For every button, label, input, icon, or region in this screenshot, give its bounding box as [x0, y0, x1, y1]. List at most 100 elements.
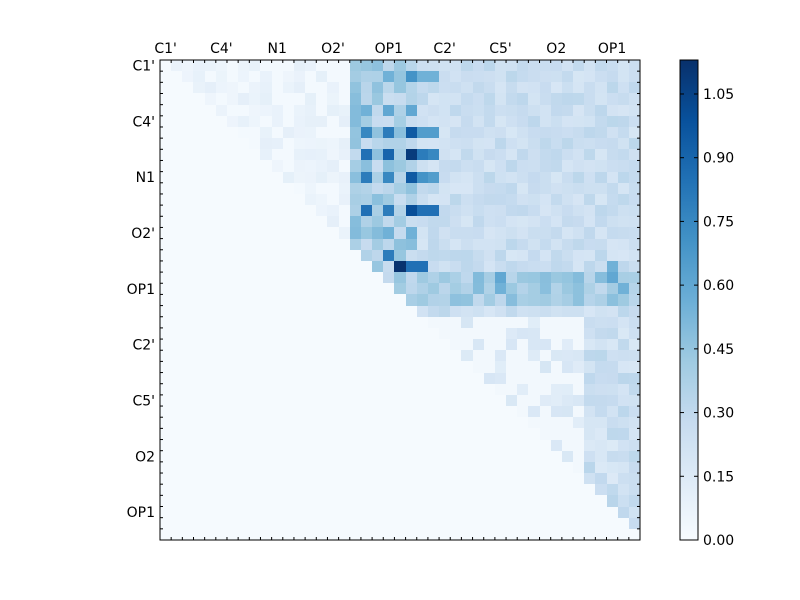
heatmap-cell	[383, 93, 394, 105]
heatmap-cell	[595, 495, 607, 507]
heatmap-cell	[283, 406, 294, 417]
heatmap-cell	[305, 194, 316, 205]
heatmap-cell	[238, 105, 249, 116]
heatmap-cell	[484, 495, 495, 507]
heatmap-cell	[305, 294, 316, 306]
heatmap-cell	[484, 361, 495, 373]
heatmap-cell	[540, 317, 551, 328]
heatmap-cell	[260, 194, 272, 205]
heatmap-cell	[316, 529, 327, 540]
heatmap-cell	[461, 406, 473, 417]
heatmap-cell	[551, 227, 562, 239]
heatmap-cell	[406, 294, 417, 306]
heatmap-cell	[350, 93, 361, 105]
heatmap-cell	[573, 239, 584, 250]
heatmap-cell	[327, 216, 339, 227]
heatmap-cell	[182, 183, 193, 194]
y-tick-label: O2	[135, 449, 155, 465]
heatmap-cell	[171, 462, 182, 473]
heatmap-cell	[473, 518, 484, 529]
heatmap-cell	[450, 105, 461, 116]
heatmap-cell	[450, 395, 461, 406]
heatmap-cell	[450, 205, 461, 216]
heatmap-cell	[249, 417, 260, 428]
heatmap-cell	[484, 484, 495, 495]
heatmap-cell	[260, 518, 272, 529]
heatmap-cell	[260, 227, 272, 239]
heatmap-cell	[484, 205, 495, 216]
heatmap-cell	[238, 350, 249, 361]
heatmap-cell	[473, 194, 484, 205]
heatmap-cell	[361, 529, 372, 540]
heatmap-cell	[238, 183, 249, 194]
heatmap-cell	[607, 462, 618, 473]
heatmap-cell	[171, 71, 182, 82]
heatmap-cell	[350, 440, 361, 451]
heatmap-cell	[193, 239, 205, 250]
heatmap-cell	[305, 339, 316, 350]
heatmap-cell	[216, 160, 227, 172]
heatmap-cell	[461, 417, 473, 428]
heatmap-cell	[305, 60, 316, 71]
heatmap-cell	[517, 294, 528, 306]
heatmap-cell	[551, 406, 562, 417]
heatmap-cell	[450, 239, 461, 250]
heatmap-cell	[383, 361, 394, 373]
heatmap-cell	[193, 60, 205, 71]
heatmap-cell	[260, 261, 272, 272]
heatmap-cell	[495, 361, 506, 373]
heatmap-cell	[372, 183, 383, 194]
heatmap-cell	[406, 361, 417, 373]
heatmap-cell	[216, 317, 227, 328]
heatmap-cell	[450, 227, 461, 239]
heatmap-cell	[484, 93, 495, 105]
heatmap-cell	[372, 82, 383, 93]
heatmap-cell	[283, 105, 294, 116]
heatmap-cell	[305, 272, 316, 283]
heatmap-cell	[350, 127, 361, 138]
heatmap-cell	[171, 495, 182, 507]
heatmap-cell	[294, 507, 305, 518]
heatmap-cell	[205, 194, 216, 205]
heatmap-cell	[350, 283, 361, 294]
heatmap-cell	[227, 306, 238, 317]
heatmap-cell	[607, 529, 618, 540]
heatmap-cell	[528, 149, 540, 160]
heatmap-cell	[272, 373, 283, 384]
heatmap-cell	[283, 239, 294, 250]
heatmap-cell	[540, 484, 551, 495]
heatmap-cell	[383, 172, 394, 183]
heatmap-cell	[193, 116, 205, 127]
heatmap-cell	[260, 373, 272, 384]
heatmap-cell	[573, 406, 584, 417]
heatmap-cell	[193, 361, 205, 373]
colorbar-tick-label: 0.45	[703, 342, 734, 358]
heatmap-cell	[484, 138, 495, 149]
heatmap-cell	[495, 473, 506, 484]
heatmap-cell	[305, 462, 316, 473]
heatmap-cell	[260, 82, 272, 93]
heatmap-cell	[562, 507, 573, 518]
heatmap-cell	[428, 507, 439, 518]
heatmap-cell	[182, 71, 193, 82]
heatmap-cell	[484, 317, 495, 328]
heatmap-cell	[305, 250, 316, 261]
heatmap-cell	[484, 406, 495, 417]
heatmap-cell	[595, 205, 607, 216]
heatmap-cell	[305, 507, 316, 518]
heatmap-cell	[238, 473, 249, 484]
heatmap-cell	[283, 473, 294, 484]
heatmap-cell	[495, 216, 506, 227]
heatmap-cell	[473, 160, 484, 172]
heatmap-cell	[272, 82, 283, 93]
heatmap-cell	[316, 183, 327, 194]
heatmap-cell	[484, 294, 495, 306]
heatmap-cell	[316, 373, 327, 384]
heatmap-cell	[182, 160, 193, 172]
heatmap-cell	[417, 105, 428, 116]
heatmap-cell	[517, 227, 528, 239]
heatmap-cell	[171, 451, 182, 462]
heatmap-cell	[182, 406, 193, 417]
heatmap-cell	[428, 484, 439, 495]
heatmap-cell	[361, 149, 372, 160]
